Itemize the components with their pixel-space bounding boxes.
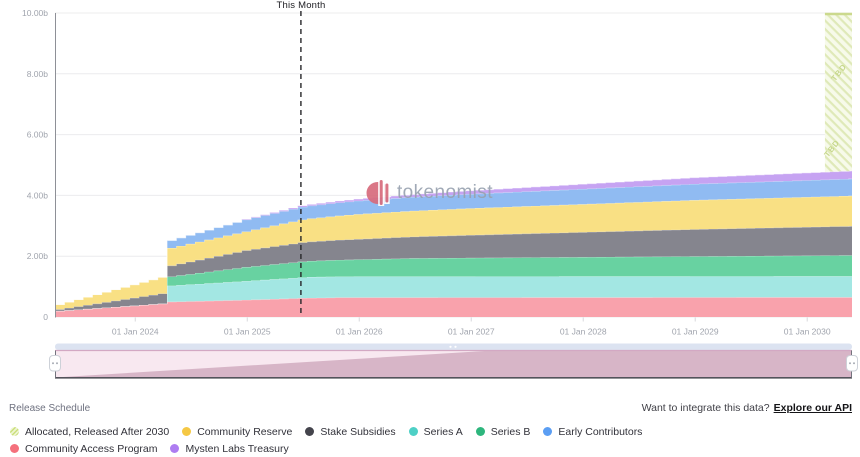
legend-label: Stake Subsidies <box>320 425 396 438</box>
api-callout: Want to integrate this data? Explore our … <box>642 402 852 414</box>
release-schedule-label: Release Schedule <box>9 403 91 414</box>
x-axis-label: 01 Jan 2028 <box>560 327 607 337</box>
x-axis-label: 01 Jan 2024 <box>112 327 159 337</box>
allocated-released-after-2030-dot-icon <box>10 427 19 436</box>
area-community-reserve[interactable] <box>55 195 852 310</box>
area-top-highlight <box>55 170 853 305</box>
y-axis-label: 10.00b <box>22 8 48 18</box>
legend-row-2: Community Access Program Mysten Labs Trea… <box>10 440 710 457</box>
y-axis-label: 0 <box>43 312 48 322</box>
legend-item-allocated-released-after-2030[interactable]: Allocated, Released After 2030 <box>10 426 169 438</box>
stacked-areas[interactable] <box>55 170 853 317</box>
minimap-handle-left[interactable] <box>49 355 61 372</box>
chart-legend: Allocated, Released After 2030 Community … <box>10 423 710 457</box>
community-reserve-dot-icon <box>182 427 192 436</box>
legend-item-mysten-labs-treasury[interactable]: Mysten Labs Treasury <box>170 442 289 455</box>
area-community-access-program[interactable] <box>55 297 852 317</box>
x-axis-label: 01 Jan 2027 <box>448 327 495 337</box>
legend-label: Series B <box>490 425 531 438</box>
y-axis-label: 6.00b <box>27 130 49 140</box>
community-access-program-dot-icon <box>10 444 19 453</box>
area-stake-subsidies[interactable] <box>55 226 852 311</box>
stake-subsidies-dot-icon <box>305 427 315 436</box>
rail-grip-dot <box>449 345 452 348</box>
minimap-rail[interactable] <box>55 343 852 351</box>
area-series-b[interactable] <box>55 255 852 311</box>
minimap-brush[interactable] <box>49 343 858 379</box>
area-early-contributors[interactable] <box>55 178 852 305</box>
legend-item-series-a[interactable]: Series A <box>408 425 463 438</box>
x-axis-label: 01 Jan 2026 <box>336 327 383 337</box>
early-contributors-dot-icon <box>543 427 553 436</box>
y-axis-label: 2.00b <box>27 251 49 261</box>
legend-label: Community Reserve <box>197 425 293 438</box>
legend-item-community-reserve[interactable]: Community Reserve <box>182 426 292 438</box>
rail-grip-dot <box>454 345 457 348</box>
legend-label: Series A <box>423 425 463 438</box>
legend-item-stake-subsidies[interactable]: Stake Subsidies <box>305 425 396 438</box>
x-axis-label: 01 Jan 2025 <box>224 327 271 337</box>
mysten-labs-treasury-dot-icon <box>170 444 180 453</box>
explore-api-link[interactable]: Explore our API <box>773 402 852 414</box>
api-prompt-text: Want to integrate this data? <box>641 402 770 414</box>
legend-item-early-contributors[interactable]: Early Contributors <box>543 426 642 438</box>
legend-item-series-b[interactable]: Series B <box>475 425 531 438</box>
y-axis-label: 8.00b <box>27 69 49 79</box>
y-axis-label: 4.00b <box>27 190 49 200</box>
legend-item-community-access-program[interactable]: Community Access Program <box>10 443 157 455</box>
legend-label: Early Contributors <box>558 425 643 438</box>
series-a-dot-icon <box>408 427 418 436</box>
legend-label: Mysten Labs Treasury <box>185 442 289 455</box>
chart-stage: 0 2.00b 4.00b 6.00b 8.00b 10.00b TBD TBD 01 Jan … <box>0 0 860 392</box>
legend-label: Allocated, Released After 2030 <box>25 425 170 438</box>
x-axis: 01 Jan 2024 01 Jan 2025 01 Jan 2026 01 Jan … <box>112 317 831 337</box>
series-b-dot-icon <box>475 427 485 436</box>
minimap-handle-right[interactable] <box>846 355 858 372</box>
x-axis-label: 01 Jan 2029 <box>672 327 719 337</box>
this-month-label: This Month <box>276 0 326 11</box>
minimap-area <box>55 351 852 378</box>
area-series-a[interactable] <box>55 276 852 311</box>
legend-label: Community Access Program <box>25 442 158 455</box>
legend-row-1: Allocated, Released After 2030 Community … <box>10 423 710 440</box>
x-axis-label: 01 Jan 2030 <box>784 327 831 337</box>
